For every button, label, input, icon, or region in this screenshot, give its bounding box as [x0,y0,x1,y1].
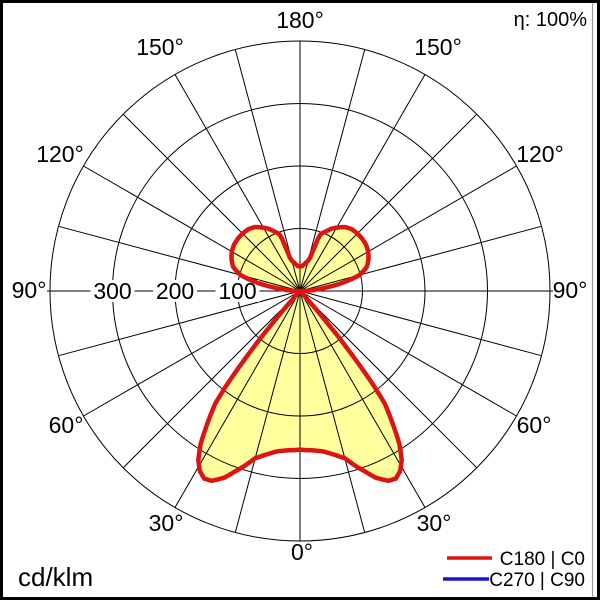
radial-axis-labels: 300 200 100 [90,278,260,304]
legend-item-c180-c0: C180 | C0 [447,549,585,570]
angle-label-30-right: 30° [417,510,452,536]
unit-label: cd/klm [18,562,93,592]
angle-label-60-right: 60° [517,412,552,438]
legend: C180 | C0 C270 | C90 [443,549,585,591]
angle-label-150-left: 150° [136,34,184,60]
radial-label-gap [90,280,135,302]
angle-label-30-left: 30° [149,510,184,536]
efficiency-label: η: 100% [514,9,588,31]
angle-label-60-left: 60° [49,412,84,438]
legend-label-c270-c90: C270 | C90 [489,570,585,591]
angle-label-90-right: 90° [553,277,588,303]
angle-label-180: 180° [276,7,324,33]
angle-label-120-right: 120° [516,141,564,167]
radial-label-200: 200 [156,278,194,304]
angle-axis-labels: 180° 150° 150° 120° 120° 90° 90° 60° 60°… [12,7,588,565]
polar-grid [47,40,553,542]
angle-label-150-right: 150° [414,34,462,60]
radial-label-300: 300 [93,278,131,304]
radial-label-gap [215,280,260,302]
angle-label-90-left: 90° [12,277,47,303]
radial-label-gap [153,280,197,302]
angle-label-120-left: 120° [36,141,84,167]
legend-item-c270-c90: C270 | C90 [443,570,585,591]
distribution-curve-c180-c0 [196,224,404,484]
angle-label-0: 0° [291,539,313,565]
legend-label-c180-c0: C180 | C0 [500,549,585,570]
